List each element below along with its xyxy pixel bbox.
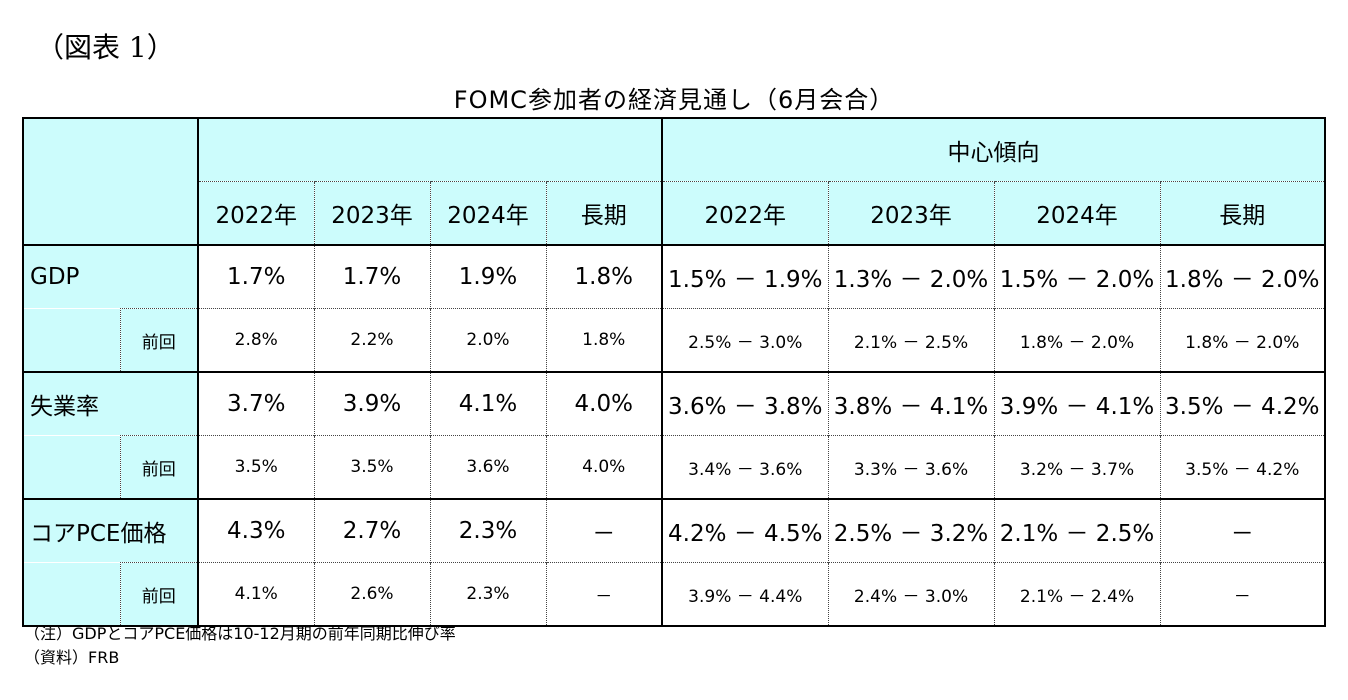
note-text: （注）GDPとコアPCE価格は10-12月期の前年同期比伸び率 <box>24 624 456 643</box>
header-central-tendency: 中心傾向 <box>661 117 1326 182</box>
cell-prev-range: 2.5% － 3.0% <box>661 308 828 373</box>
header-ct-year-2023: 2023年 <box>827 181 994 246</box>
header-ct-year-2024: 2024年 <box>993 181 1160 246</box>
cell-prev-range: 2.1% － 2.4% <box>993 562 1160 627</box>
header-blank-group <box>197 117 662 182</box>
cell-range: 2.1% － 2.5% <box>993 499 1160 563</box>
cell-prev-value: 2.0% <box>429 308 546 373</box>
cell-prev-value: 3.5% <box>197 435 314 500</box>
cell-prev-value: － <box>545 562 662 627</box>
cell-prev-range: 3.2% － 3.7% <box>993 435 1160 500</box>
cell-value: 4.0% <box>545 372 662 436</box>
cell-value: 2.3% <box>429 499 546 563</box>
header-year-2024: 2024年 <box>429 181 546 246</box>
cell-prev-range: 1.8% － 2.0% <box>1159 308 1326 373</box>
header-year-2023: 2023年 <box>313 181 430 246</box>
cell-value: 4.1% <box>429 372 546 436</box>
figure-label: （図表 1） <box>36 31 175 64</box>
cell-range: 1.5% － 2.0% <box>993 245 1160 309</box>
cell-prev-range: 3.5% － 4.2% <box>1159 435 1326 500</box>
cell-value: 1.7% <box>313 245 430 309</box>
row-label-core-pce: コアPCE価格 <box>22 499 198 563</box>
cell-prev-range: 1.8% － 2.0% <box>993 308 1160 373</box>
row-label-spacer <box>22 562 120 627</box>
cell-range: 2.5% － 3.2% <box>827 499 994 563</box>
footnotes: （注）GDPとコアPCE価格は10-12月期の前年同期比伸び率 （資料）FRB <box>24 622 456 670</box>
cell-range: 1.8% － 2.0% <box>1159 245 1326 309</box>
cell-value: 3.9% <box>313 372 430 436</box>
cell-prev-value: 2.2% <box>313 308 430 373</box>
table-title: FOMC参加者の経済見通し（6月会合） <box>453 86 895 114</box>
cell-value: 2.7% <box>313 499 430 563</box>
cell-prev-range: 2.4% － 3.0% <box>827 562 994 627</box>
row-label-spacer <box>22 435 120 500</box>
cell-prev-value: 4.1% <box>197 562 314 627</box>
cell-prev-value: 4.0% <box>545 435 662 500</box>
cell-prev-value: 2.8% <box>197 308 314 373</box>
header-year-2022: 2022年 <box>197 181 314 246</box>
cell-value: 1.8% <box>545 245 662 309</box>
prev-label: 前回 <box>119 308 198 373</box>
cell-value: 1.9% <box>429 245 546 309</box>
cell-range: － <box>1159 499 1326 563</box>
cell-range: 3.5% － 4.2% <box>1159 372 1326 436</box>
cell-prev-value: 2.3% <box>429 562 546 627</box>
cell-prev-range: － <box>1159 562 1326 627</box>
cell-prev-value: 3.6% <box>429 435 546 500</box>
cell-range: 1.5% － 1.9% <box>661 245 828 309</box>
cell-prev-value: 2.6% <box>313 562 430 627</box>
header-ct-year-2022: 2022年 <box>661 181 828 246</box>
cell-prev-range: 3.3% － 3.6% <box>827 435 994 500</box>
cell-prev-value: 3.5% <box>313 435 430 500</box>
cell-range: 3.8% － 4.1% <box>827 372 994 436</box>
cell-value: 1.7% <box>197 245 314 309</box>
header-ct-long-run: 長期 <box>1159 181 1326 246</box>
cell-value: － <box>545 499 662 563</box>
header-corner <box>22 117 198 246</box>
economic-projections-table: 中心傾向 2022年 2023年 2024年 長期 2022年 2023年 20… <box>22 117 1326 627</box>
cell-prev-range: 2.1% － 2.5% <box>827 308 994 373</box>
row-label-unemployment: 失業率 <box>22 372 198 436</box>
row-label-gdp: GDP <box>22 245 198 309</box>
prev-label: 前回 <box>119 435 198 500</box>
cell-prev-range: 3.9% － 4.4% <box>661 562 828 627</box>
cell-range: 4.2% － 4.5% <box>661 499 828 563</box>
header-long-run: 長期 <box>545 181 662 246</box>
cell-value: 4.3% <box>197 499 314 563</box>
prev-label: 前回 <box>119 562 198 627</box>
cell-range: 3.6% － 3.8% <box>661 372 828 436</box>
cell-prev-range: 3.4% － 3.6% <box>661 435 828 500</box>
cell-range: 1.3% － 2.0% <box>827 245 994 309</box>
cell-value: 3.7% <box>197 372 314 436</box>
source-text: （資料）FRB <box>24 648 120 667</box>
row-label-spacer <box>22 308 120 373</box>
cell-prev-value: 1.8% <box>545 308 662 373</box>
cell-range: 3.9% － 4.1% <box>993 372 1160 436</box>
